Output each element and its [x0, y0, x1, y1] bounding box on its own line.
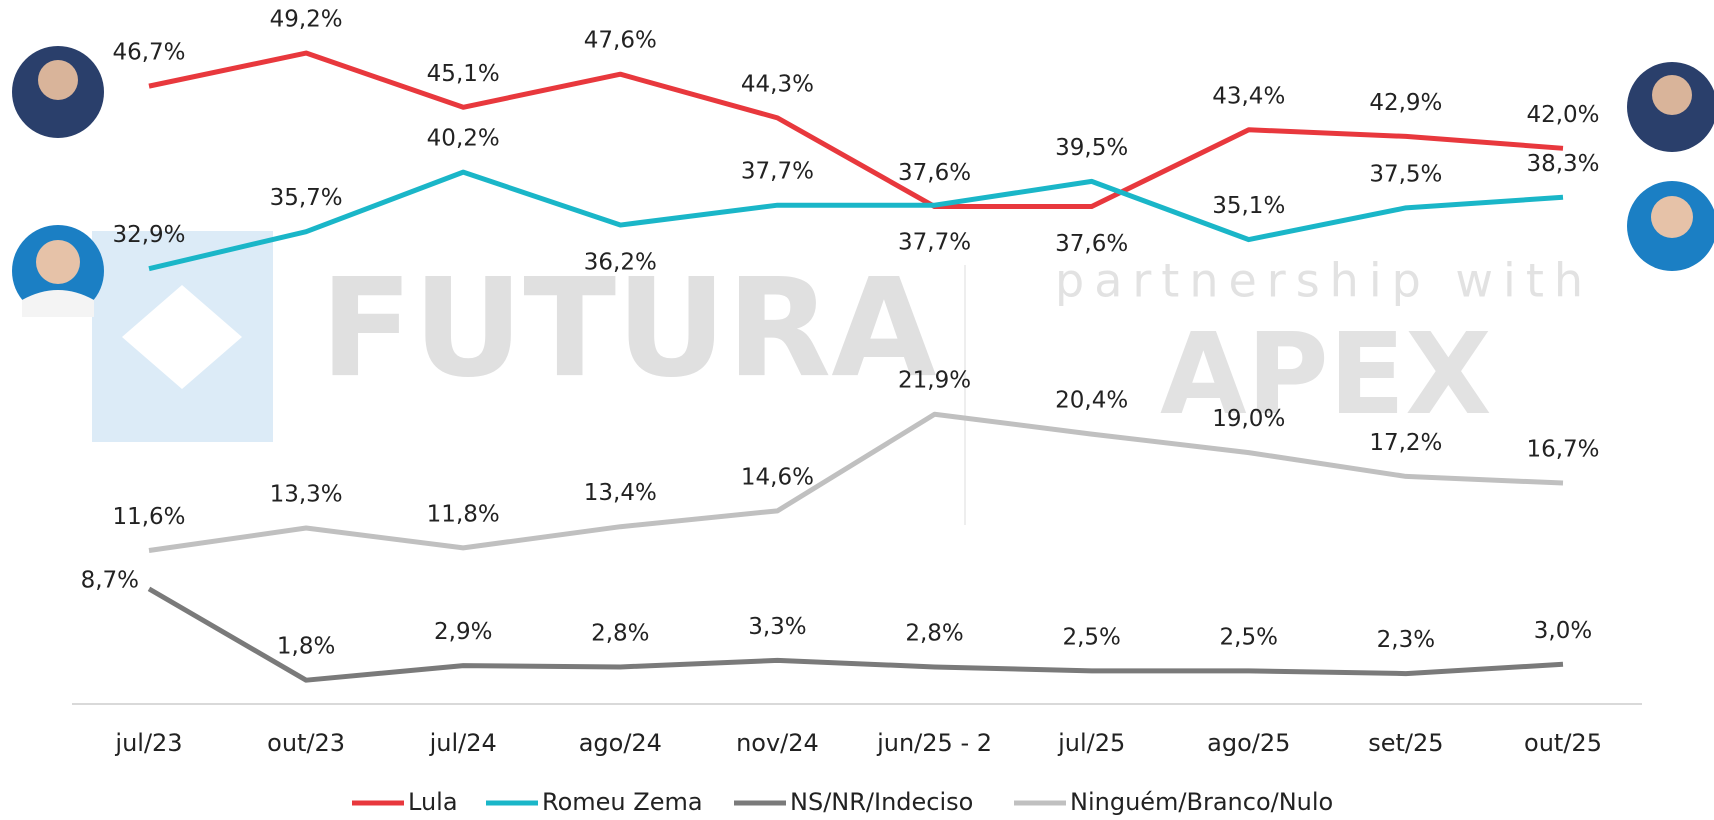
photo-face — [38, 60, 78, 100]
data-label: 13,4% — [584, 480, 657, 506]
data-label: 2,8% — [905, 620, 963, 646]
data-label: 45,1% — [427, 61, 500, 87]
x-tick-label: jun/25 - 2 — [876, 729, 992, 757]
data-label: 35,1% — [1212, 193, 1285, 219]
legend-label: NS/NR/Indeciso — [790, 788, 973, 816]
data-label: 38,3% — [1526, 151, 1599, 177]
data-label: 16,7% — [1526, 437, 1599, 463]
data-label: 46,7% — [112, 40, 185, 66]
data-label: 47,6% — [584, 28, 657, 54]
data-label: 2,9% — [434, 619, 492, 645]
data-label: 19,0% — [1212, 406, 1285, 432]
x-tick-label: out/23 — [267, 729, 345, 757]
data-label: 2,5% — [1220, 624, 1278, 650]
x-tick-label: ago/24 — [579, 729, 662, 757]
data-label: 37,7% — [741, 159, 814, 185]
data-label: 11,8% — [427, 501, 500, 527]
legend-label: Lula — [408, 788, 458, 816]
x-tick-label: ago/25 — [1207, 729, 1290, 757]
data-label: 8,7% — [81, 567, 139, 593]
data-label: 3,3% — [748, 614, 806, 640]
data-label: 40,2% — [427, 126, 500, 152]
data-label: 37,5% — [1369, 161, 1442, 187]
data-label: 20,4% — [1055, 388, 1128, 414]
watermark-brand: FUTURA — [320, 250, 937, 408]
data-label: 17,2% — [1369, 430, 1442, 456]
photo-shirt — [22, 290, 94, 317]
series-line — [147, 586, 1564, 683]
data-label: 1,8% — [277, 634, 335, 660]
photo-face — [1651, 196, 1693, 238]
data-label: 2,8% — [591, 620, 649, 646]
data-label: 42,0% — [1526, 102, 1599, 128]
x-tick-label: nov/24 — [736, 729, 819, 757]
series-line — [148, 50, 1564, 210]
data-label: 43,4% — [1212, 83, 1285, 109]
data-label: 2,5% — [1062, 624, 1120, 650]
x-tick-label: jul/25 — [1057, 729, 1125, 757]
watermark-diamond — [122, 285, 242, 389]
data-label: 37,6% — [898, 160, 971, 186]
data-label: 44,3% — [741, 71, 814, 97]
watermark-tagline: partnership with — [1055, 254, 1593, 308]
series-line — [148, 411, 1564, 553]
data-label: 37,6% — [1055, 231, 1128, 257]
watermark: FUTURA partnership with APEX — [92, 231, 1593, 525]
data-label: 2,3% — [1377, 627, 1435, 653]
photo-face — [36, 240, 80, 284]
data-label: 32,9% — [112, 222, 185, 248]
x-tick-label: jul/23 — [114, 729, 182, 757]
data-label: 14,6% — [741, 464, 814, 490]
data-label: 36,2% — [584, 250, 657, 276]
data-label: 21,9% — [898, 368, 971, 394]
legend-label: Ninguém/Branco/Nulo — [1070, 788, 1333, 816]
x-tick-label: out/25 — [1524, 729, 1602, 757]
x-tick-label: jul/24 — [429, 729, 497, 757]
data-label: 11,6% — [112, 504, 185, 530]
photo-face — [1652, 75, 1692, 115]
data-label: 13,3% — [270, 482, 343, 508]
legend-label: Romeu Zema — [542, 788, 703, 816]
photos — [12, 46, 1714, 317]
x-tick-label: set/25 — [1368, 729, 1443, 757]
data-label: 3,0% — [1534, 618, 1592, 644]
data-label: 35,7% — [270, 185, 343, 211]
data-label: 39,5% — [1055, 135, 1128, 161]
data-label: 49,2% — [270, 7, 343, 33]
series-line — [148, 169, 1564, 272]
data-label: 42,9% — [1369, 90, 1442, 116]
watermark-partner: APEX — [1160, 310, 1492, 440]
data-label: 37,7% — [898, 230, 971, 256]
